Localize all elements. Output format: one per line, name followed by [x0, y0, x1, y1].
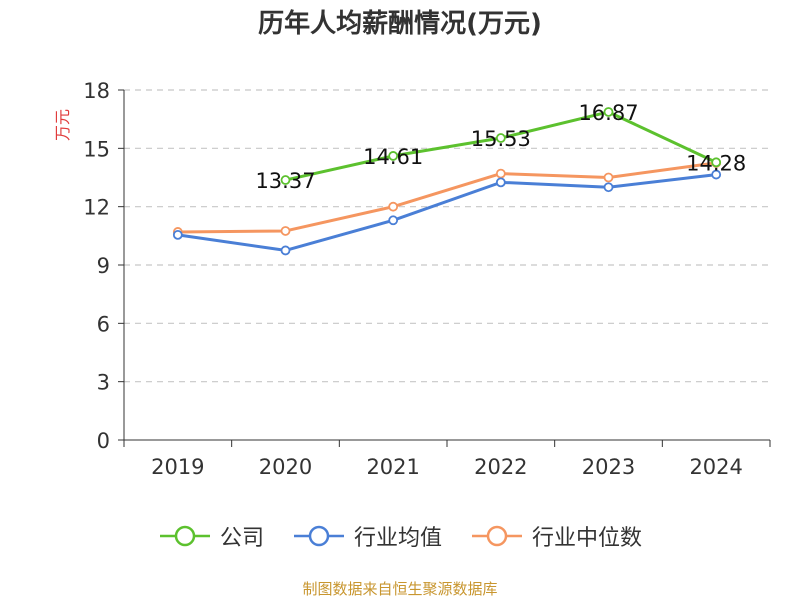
legend-item-industry-median[interactable]: 行业中位数 [470, 520, 642, 552]
x-tick-label: 2022 [474, 455, 527, 479]
x-tick-label: 2024 [689, 455, 742, 479]
legend-item-company[interactable]: 公司 [158, 520, 264, 552]
y-tick-label: 15 [83, 137, 110, 161]
x-tick-label: 2021 [366, 455, 419, 479]
data-label: 13.37 [255, 169, 315, 193]
legend-label-industry-mean: 行业均值 [353, 526, 442, 551]
data-point [495, 168, 506, 179]
series-line [177, 173, 717, 252]
data-point [280, 175, 291, 185]
grid-lines [124, 89, 770, 383]
source-note: 制图数据来自恒生聚源数据库 [302, 580, 498, 598]
y-tick-label: 18 [83, 79, 110, 103]
data-point [388, 201, 399, 212]
y-tick-label: 3 [97, 371, 110, 395]
data-point [603, 182, 614, 193]
data-point [280, 226, 291, 236]
series-layer [172, 107, 722, 256]
x-tick-label: 2023 [582, 455, 635, 479]
chart-title: 历年人均薪酬情况(万元) [258, 9, 542, 39]
data-label: 16.87 [578, 101, 638, 125]
y-tick-label: 12 [83, 196, 110, 220]
legend-label-industry-median: 行业中位数 [532, 526, 643, 551]
data-point [711, 157, 722, 168]
axes: 0 3 6 9 12 15 18 2019 2020 2021 2022 2023 2024 [83, 79, 771, 479]
data-point [603, 107, 614, 117]
data-point [495, 177, 506, 188]
data-point [172, 229, 183, 240]
data-point [388, 151, 399, 161]
data-point [603, 172, 614, 183]
x-tick-label: 2019 [151, 455, 204, 479]
y-tick-label: 6 [97, 312, 110, 336]
data-point [388, 215, 399, 226]
legend-marker-industry-mean [293, 525, 344, 547]
legend-marker-industry-median [472, 525, 522, 547]
legend-label-company: 公司 [219, 526, 264, 551]
data-label: 14.61 [363, 145, 423, 169]
legend-marker-company [159, 525, 210, 547]
data-labels: 13.37 14.61 15.53 16.87 14.28 [255, 101, 746, 193]
legend-item-industry-mean[interactable]: 行业均值 [292, 520, 442, 552]
y-tick-label: 9 [97, 254, 110, 278]
series-line [177, 161, 717, 234]
y-tick-label: 0 [97, 429, 110, 453]
data-point [495, 133, 506, 143]
data-label: 15.53 [471, 127, 531, 151]
y-axis-label: 万元 [53, 109, 72, 141]
data-label: 14.28 [686, 151, 746, 175]
data-point [711, 169, 722, 180]
legend: 公司 行业均值 行业中位数 [0, 520, 800, 552]
x-tick-label: 2020 [259, 455, 312, 479]
data-point [280, 245, 291, 256]
